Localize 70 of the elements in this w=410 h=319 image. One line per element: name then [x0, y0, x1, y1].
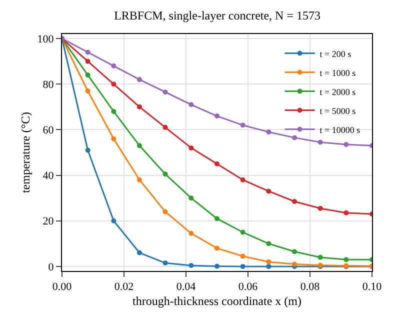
point — [266, 129, 272, 134]
point — [188, 196, 194, 201]
point — [137, 104, 142, 110]
point — [137, 250, 142, 256]
x-tick-label: 0.10 — [362, 281, 382, 294]
point — [85, 72, 90, 78]
line-series — [62, 36, 372, 148]
point — [85, 58, 90, 64]
y-tick-label: 40 — [42, 170, 54, 182]
legend-label: t = 1000 s — [320, 68, 356, 78]
point — [111, 218, 116, 224]
point — [292, 135, 297, 140]
point — [137, 77, 142, 82]
point — [162, 209, 168, 214]
point — [188, 145, 194, 150]
point — [240, 177, 246, 182]
chart-title: LRBFCM, single-layer concrete, N = 1573 — [114, 8, 321, 23]
y-tick-label: 60 — [42, 124, 54, 137]
x-tick-label: 0.04 — [176, 281, 196, 294]
point — [344, 257, 349, 262]
point — [137, 143, 142, 148]
point — [188, 230, 194, 236]
point — [214, 216, 220, 222]
point — [292, 249, 297, 254]
point — [111, 63, 116, 68]
point — [266, 264, 272, 269]
y-tick-label: 0 — [48, 261, 54, 274]
point — [214, 264, 220, 269]
point — [188, 263, 194, 268]
point — [240, 122, 246, 128]
point — [162, 124, 168, 130]
point — [214, 161, 220, 166]
point — [318, 140, 323, 145]
x-axis-title: through-thickness coordinate x (m) — [132, 294, 302, 308]
y-tick-label: 80 — [42, 78, 54, 91]
point — [85, 148, 90, 153]
point — [85, 50, 90, 55]
point — [266, 259, 272, 264]
y-axis-title: temperature (°C) — [18, 112, 33, 194]
x-tick-label: 0.06 — [238, 281, 258, 294]
point — [240, 254, 246, 259]
y-tick-label: 100 — [37, 33, 54, 46]
y-tick-label: 20 — [42, 216, 54, 228]
point — [162, 172, 168, 177]
point — [266, 188, 272, 194]
point — [188, 102, 194, 108]
legend-label: t = 200 s — [320, 48, 352, 59]
point — [344, 142, 349, 148]
x-tick-label: 0.08 — [300, 281, 320, 294]
point — [111, 108, 116, 114]
point — [214, 246, 220, 251]
point — [318, 206, 323, 211]
legend-label: t = 2000 s — [320, 86, 356, 97]
point — [266, 241, 272, 246]
legend-label: t = 10000 s — [320, 124, 361, 135]
point — [162, 90, 168, 95]
point — [240, 264, 246, 269]
point — [214, 114, 220, 119]
point — [292, 199, 297, 204]
point — [240, 230, 246, 235]
x-tick-label: 0.00 — [52, 281, 72, 294]
point — [162, 260, 168, 266]
x-tick-label: 0.02 — [114, 281, 134, 294]
point — [111, 136, 116, 142]
point — [137, 177, 142, 182]
point — [111, 82, 116, 87]
point — [85, 88, 90, 94]
point — [344, 210, 349, 216]
legend-label: t = 5000 s — [320, 106, 356, 116]
point — [318, 254, 323, 260]
